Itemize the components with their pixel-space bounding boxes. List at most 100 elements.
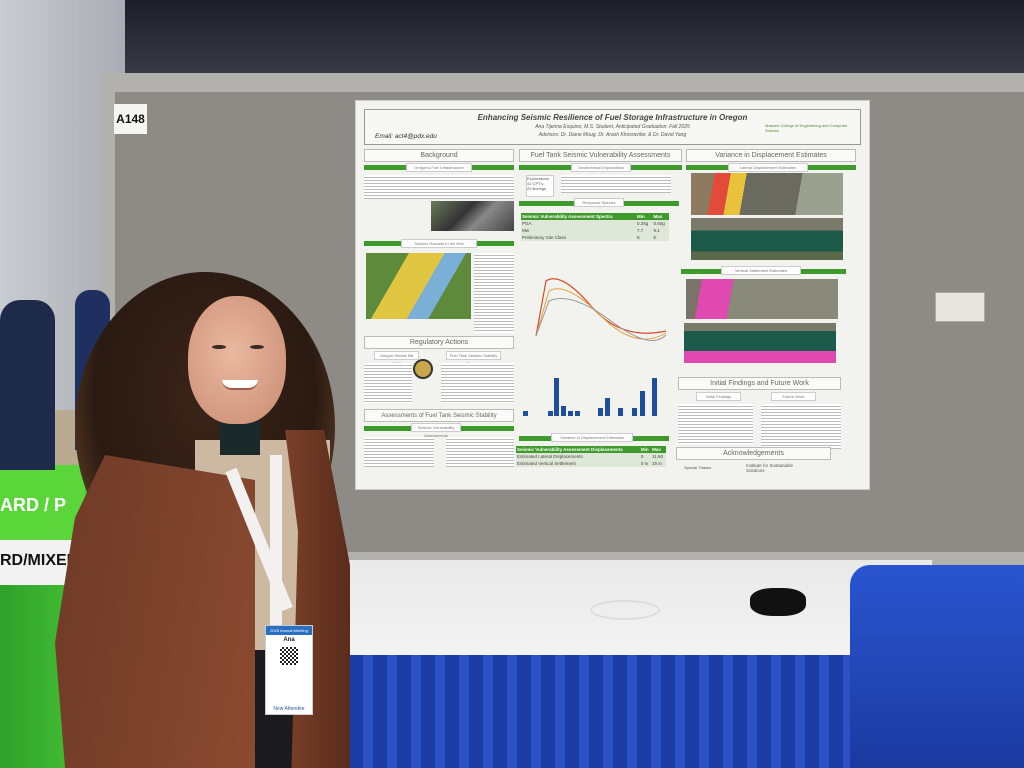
- cell: Preliminary Site Class: [521, 234, 636, 241]
- badge-header: 2025 Annual Meeting: [266, 626, 312, 635]
- subsection-ftss: Fuel Tank Seismic Stability Program: [446, 351, 501, 366]
- section-fuel-tank: Fuel Tank Seismic Vulnerability Assessme…: [519, 149, 682, 162]
- cell: E: [652, 234, 669, 241]
- bin-label: RD/MIXED: [0, 540, 80, 585]
- cell: Estimated Lateral Displacements: [516, 453, 640, 460]
- poster-email: Email: act4@pdx.edu: [375, 133, 437, 140]
- cell: 11.60: [651, 453, 666, 460]
- hist-bar: [640, 391, 645, 416]
- table-row: PGA 0.28g 0.60g: [521, 220, 669, 227]
- section-acknowledgements: Acknowledgements: [676, 447, 831, 460]
- table-row: Estimated Vertical Settlement 0 in 20 in: [516, 460, 666, 467]
- hist-bar: [598, 408, 603, 416]
- qr-code: [280, 647, 298, 665]
- hist-bar: [568, 411, 573, 416]
- cell: 20 in: [651, 460, 666, 467]
- lanyard: [270, 455, 282, 625]
- cell: 0 in: [639, 460, 652, 467]
- hist-bar: [652, 378, 657, 416]
- response-spectra-plot: [535, 278, 667, 342]
- black-hat: [750, 588, 806, 616]
- subsection-seismic-hazards: Seismic Hazards in the Hub: [401, 239, 477, 248]
- subsection-variance-disp: Variance in Displacement Estimates: [551, 433, 633, 442]
- explorations-borings: 29 Borings: [527, 186, 547, 191]
- text-block: [364, 363, 412, 403]
- spectra-line: [535, 288, 667, 340]
- hist-bar: [548, 411, 553, 416]
- poster-advisors: Advisors: Dr. Diane Moug, Dr. Arash Khos…: [538, 132, 687, 138]
- histogram-1: [521, 371, 591, 416]
- university-logo: Maseeh College of Engineering and Comput…: [765, 123, 848, 133]
- poster-authors: Ana Tijerina Esquino, M.S. Student, Anti…: [535, 124, 690, 130]
- ack-org: Institute for Sustainable Solutions: [746, 463, 794, 473]
- badge-footer: New Attendee: [273, 706, 305, 712]
- text-block: [441, 363, 514, 403]
- vertical-map-2: [684, 323, 836, 363]
- bin-label-top: ARD / P: [0, 465, 85, 545]
- subsection-initial-findings: Initial Findings: [696, 392, 741, 401]
- blazer-left: [55, 455, 255, 768]
- cell: 9.1: [652, 227, 669, 234]
- table-row: Preliminary Site Class E E: [521, 234, 669, 241]
- col-header: Seismic Vulnerability Assessment Spectra: [521, 213, 636, 220]
- subsection-future-work: Future Work: [771, 392, 816, 401]
- text-block: [474, 253, 514, 333]
- section-findings: Initial Findings and Future Work: [678, 377, 841, 390]
- section-regulatory: Regulatory Actions: [364, 336, 514, 349]
- name-badge: 2025 Annual Meeting Ana New Attendee: [265, 625, 313, 715]
- text-block: [364, 175, 514, 199]
- subsection-geotech: Geotechnical Explorations: [571, 163, 631, 172]
- section-variance: Variance in Displacement Estimates: [686, 149, 856, 162]
- hist-bar: [632, 408, 637, 416]
- text-block: [364, 437, 434, 467]
- state-seal-icon: [413, 359, 433, 379]
- histogram-2: [596, 371, 666, 416]
- hist-bar: [554, 378, 559, 416]
- subsection-vuln-assess: Seismic Vulnerability Assessments: [411, 423, 461, 438]
- col-header: Min: [639, 446, 652, 453]
- booth-label: A148: [114, 104, 147, 134]
- hist-bar: [575, 411, 580, 416]
- cell: 0.28g: [636, 220, 653, 227]
- text-block: [678, 404, 753, 444]
- section-background: Background: [364, 149, 514, 162]
- blue-tablecloth: [850, 565, 1024, 768]
- hist-bar: [618, 408, 623, 416]
- col-header: Max: [652, 213, 669, 220]
- hist-bar: [561, 406, 566, 416]
- table-skirt: [325, 655, 945, 768]
- cell: Mw: [521, 227, 636, 234]
- col-header: Max: [651, 446, 666, 453]
- lateral-map-1: [691, 173, 843, 215]
- explorations-label: Explorations: [527, 176, 550, 181]
- col-header: Seismic Vulnerability Assessment Displac…: [516, 446, 640, 453]
- background-person: [0, 300, 55, 470]
- aerial-photo: [431, 201, 514, 231]
- spectra-table: Seismic Vulnerability Assessment Spectra…: [521, 213, 669, 241]
- research-poster: Enhancing Seismic Resilience of Fuel Sto…: [355, 100, 870, 490]
- table-row: Estimated Lateral Displacements 0 11.60: [516, 453, 666, 460]
- eye: [250, 345, 264, 349]
- spectra-line: [535, 298, 667, 342]
- table-row: Mw 7.7 9.1: [521, 227, 669, 234]
- subsection-oregon-fuel: Oregon's Fuel Infrastructure: [406, 163, 472, 172]
- cell: 7.7: [636, 227, 653, 234]
- explorations-box: Explorations 41 CPT's 29 Borings: [526, 175, 554, 197]
- cell: 0.60g: [652, 220, 669, 227]
- cell: 0: [639, 453, 652, 460]
- text-block: [761, 404, 841, 449]
- hist-bar: [523, 411, 528, 416]
- lateral-map-2: [691, 218, 843, 260]
- text-block: [446, 437, 514, 467]
- explorations-cpt: 41 CPT's: [527, 181, 544, 186]
- displacement-table: Seismic Vulnerability Assessment Displac…: [516, 446, 666, 467]
- cell: PGA: [521, 220, 636, 227]
- subsection-vertical: Vertical Settlement Estimates: [721, 266, 801, 275]
- ceiling: [0, 0, 1024, 80]
- hazard-map: [366, 253, 471, 319]
- presenter-face: [188, 296, 286, 424]
- binder-clip-note: [935, 292, 985, 322]
- vertical-map-1: [686, 279, 838, 319]
- section-assessments: Assessments of Fuel Tank Seismic Stabili…: [364, 409, 514, 422]
- spectra-line: [535, 278, 667, 337]
